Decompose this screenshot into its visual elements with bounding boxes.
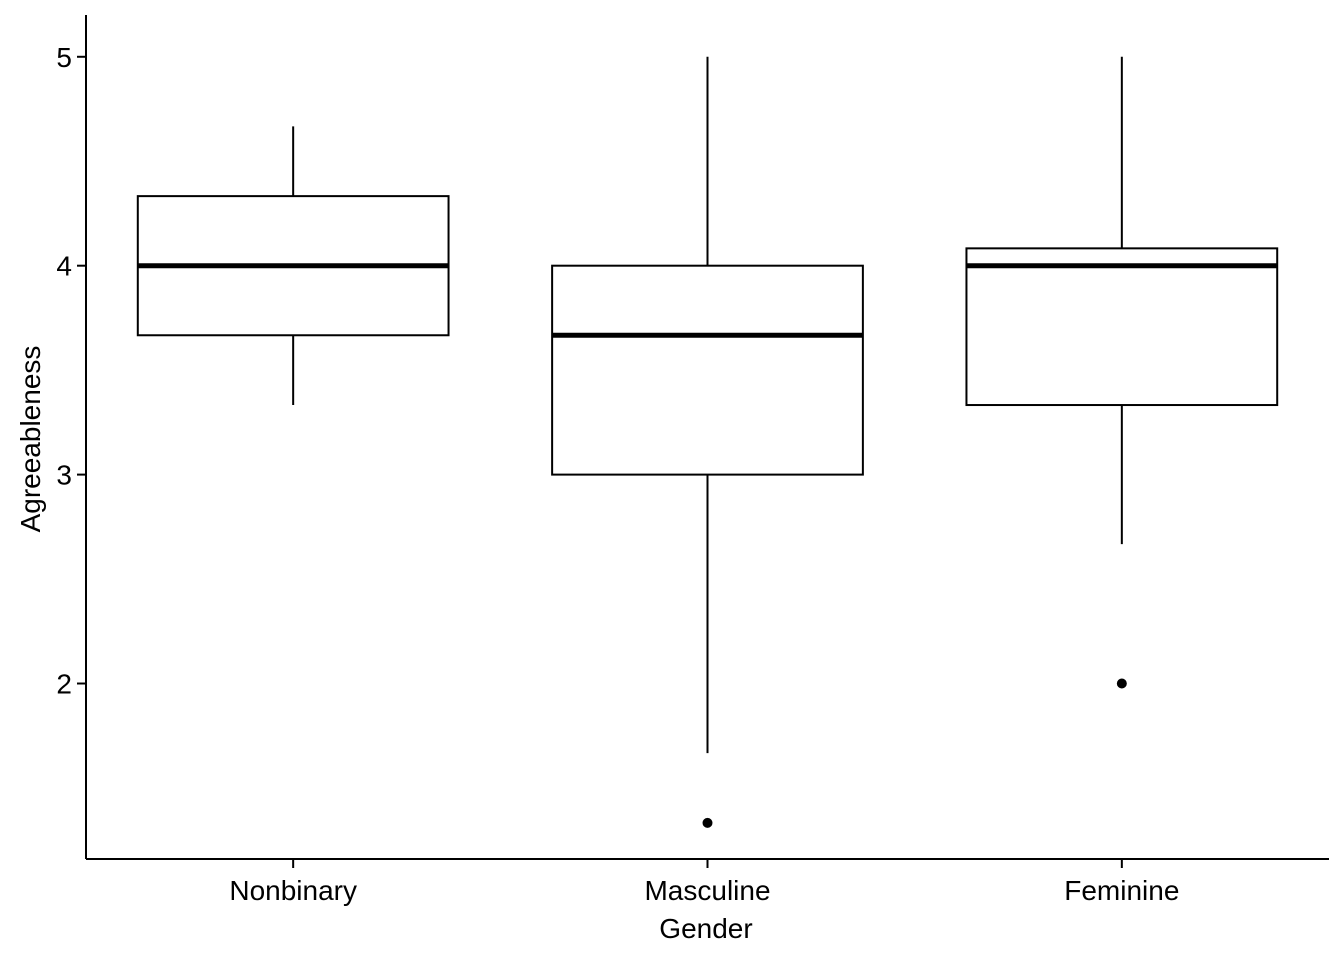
- y-axis-ticks: 2 3 4 5: [56, 42, 86, 700]
- x-axis-ticks: Nonbinary Masculine Feminine: [229, 859, 1179, 906]
- boxes: [136, 56, 1279, 828]
- y-axis-title: Agreeableness: [15, 346, 46, 533]
- y-tick-label: 5: [56, 42, 72, 73]
- outlier-point: [1116, 678, 1127, 689]
- y-tick-label: 4: [56, 251, 72, 282]
- box-nonbinary: [136, 126, 450, 406]
- box-feminine: [965, 56, 1279, 689]
- box-rect: [965, 247, 1279, 407]
- x-tick-label: Nonbinary: [229, 875, 357, 906]
- outlier-point: [702, 817, 713, 828]
- box-masculine: [551, 56, 864, 828]
- y-tick-label: 2: [56, 669, 72, 700]
- x-axis-title: Gender: [659, 913, 752, 944]
- x-tick-label: Masculine: [644, 875, 770, 906]
- y-tick-label: 3: [56, 460, 72, 491]
- box-rect: [551, 264, 864, 476]
- x-tick-label: Feminine: [1064, 875, 1179, 906]
